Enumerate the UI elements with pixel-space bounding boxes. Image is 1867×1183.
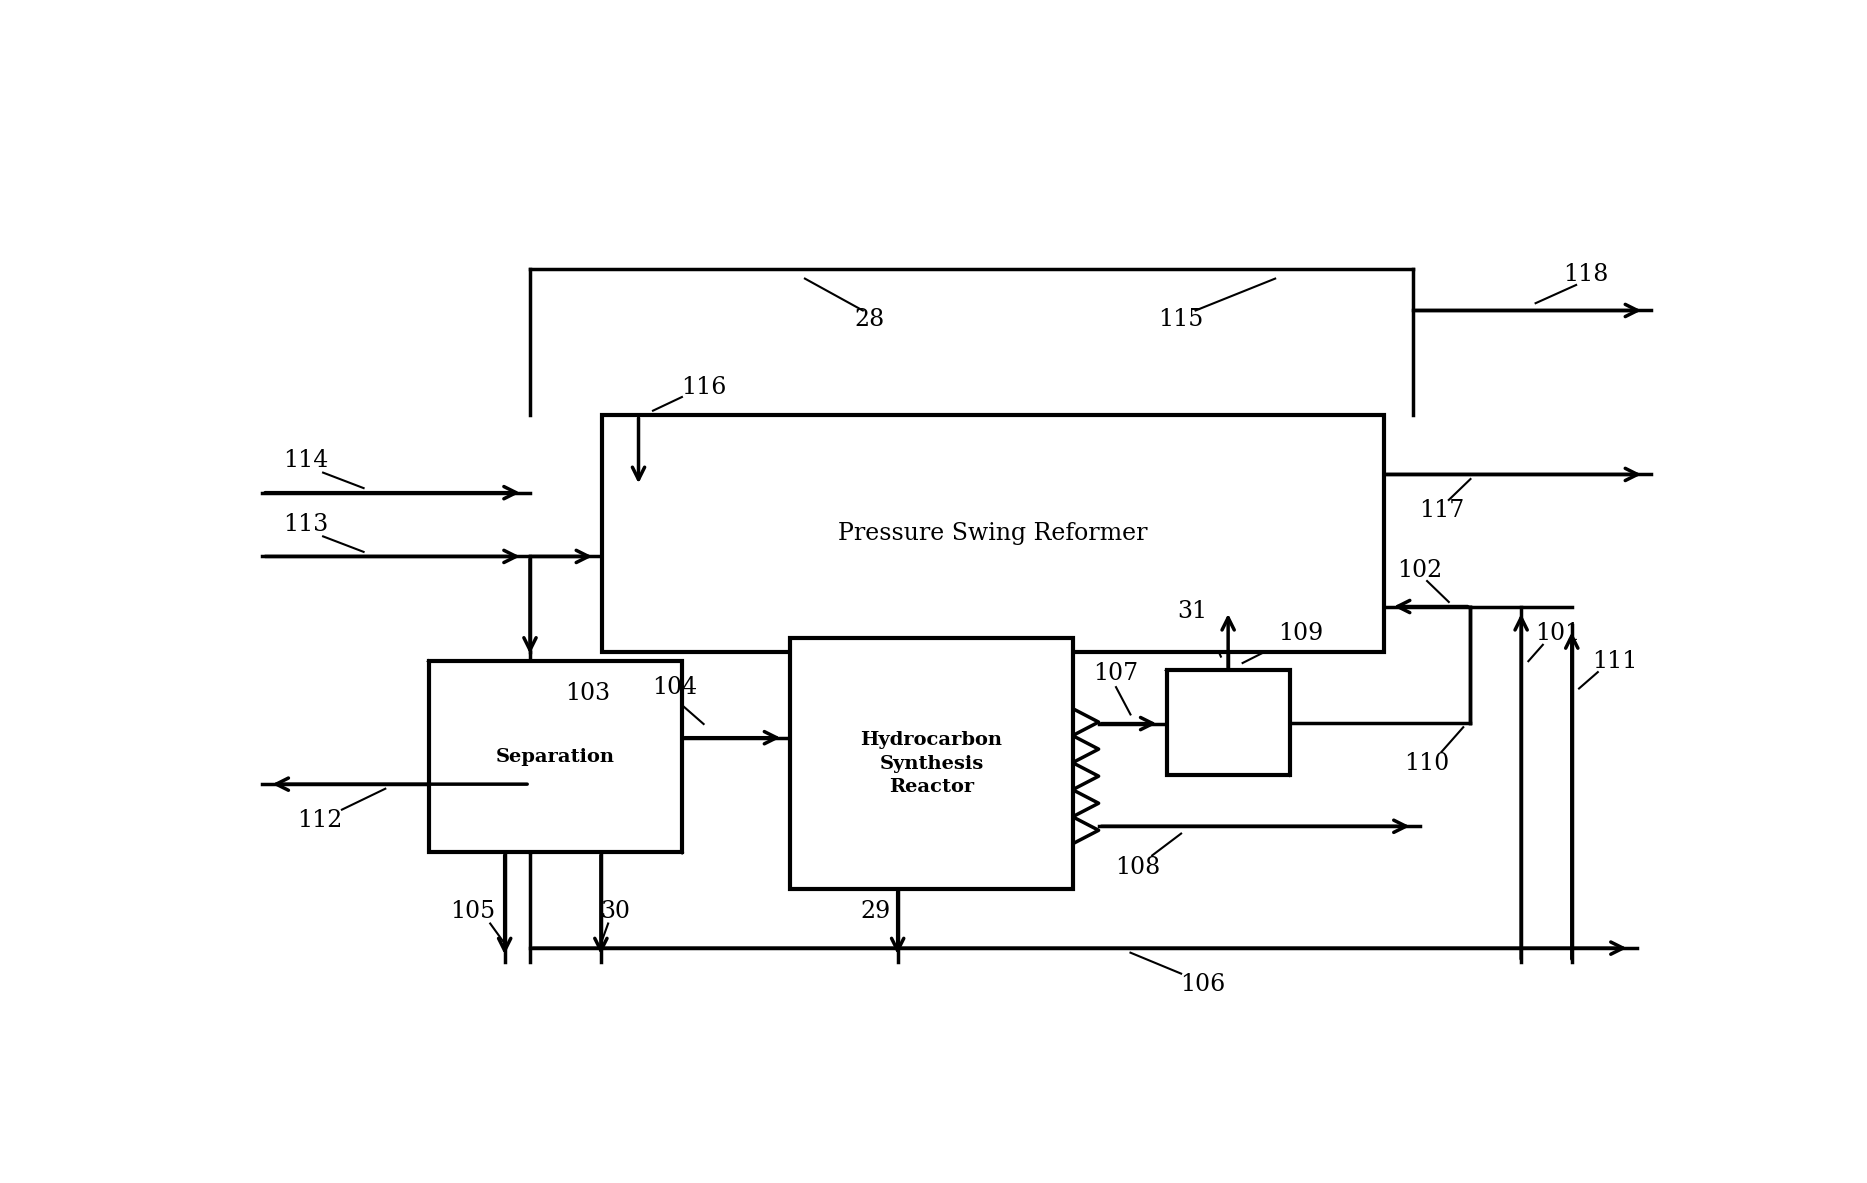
Bar: [1167, 671, 1290, 775]
Text: 114: 114: [284, 450, 329, 472]
Text: 110: 110: [1404, 752, 1449, 775]
Text: 117: 117: [1419, 499, 1464, 523]
Bar: [790, 639, 1074, 888]
Text: Hydrocarbon
Synthesis
Reactor: Hydrocarbon Synthesis Reactor: [861, 731, 1003, 796]
Text: 28: 28: [855, 308, 885, 331]
Text: 107: 107: [1094, 662, 1139, 685]
Text: 109: 109: [1277, 622, 1324, 646]
Text: 101: 101: [1535, 622, 1579, 646]
Text: Separation: Separation: [497, 748, 614, 765]
Text: 115: 115: [1159, 308, 1204, 331]
Text: 113: 113: [284, 513, 329, 536]
Text: 108: 108: [1115, 855, 1159, 879]
Text: Pressure Swing Reformer: Pressure Swing Reformer: [838, 522, 1148, 545]
Text: 106: 106: [1180, 974, 1225, 996]
Text: 112: 112: [297, 809, 344, 832]
Bar: [603, 415, 1383, 652]
Text: 104: 104: [652, 677, 696, 699]
Text: 103: 103: [566, 681, 611, 705]
Text: 105: 105: [450, 900, 495, 923]
Text: 30: 30: [601, 900, 631, 923]
Text: 116: 116: [681, 376, 726, 400]
Text: 118: 118: [1563, 263, 1609, 285]
Text: 29: 29: [861, 900, 891, 923]
Text: 31: 31: [1176, 600, 1208, 622]
Text: 111: 111: [1593, 649, 1637, 673]
Bar: [429, 661, 681, 853]
Text: 102: 102: [1397, 558, 1443, 582]
